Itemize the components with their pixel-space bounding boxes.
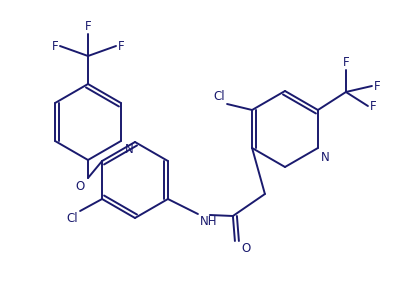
Text: Cl: Cl (214, 90, 225, 103)
Text: O: O (241, 242, 250, 255)
Text: F: F (118, 40, 125, 52)
Text: NH: NH (200, 215, 218, 228)
Text: F: F (370, 99, 376, 112)
Text: F: F (342, 56, 349, 69)
Text: O: O (76, 180, 85, 193)
Text: N: N (321, 151, 330, 164)
Text: N: N (125, 143, 134, 156)
Text: F: F (85, 20, 91, 33)
Text: F: F (51, 40, 58, 52)
Text: F: F (374, 80, 380, 92)
Text: Cl: Cl (66, 212, 78, 225)
